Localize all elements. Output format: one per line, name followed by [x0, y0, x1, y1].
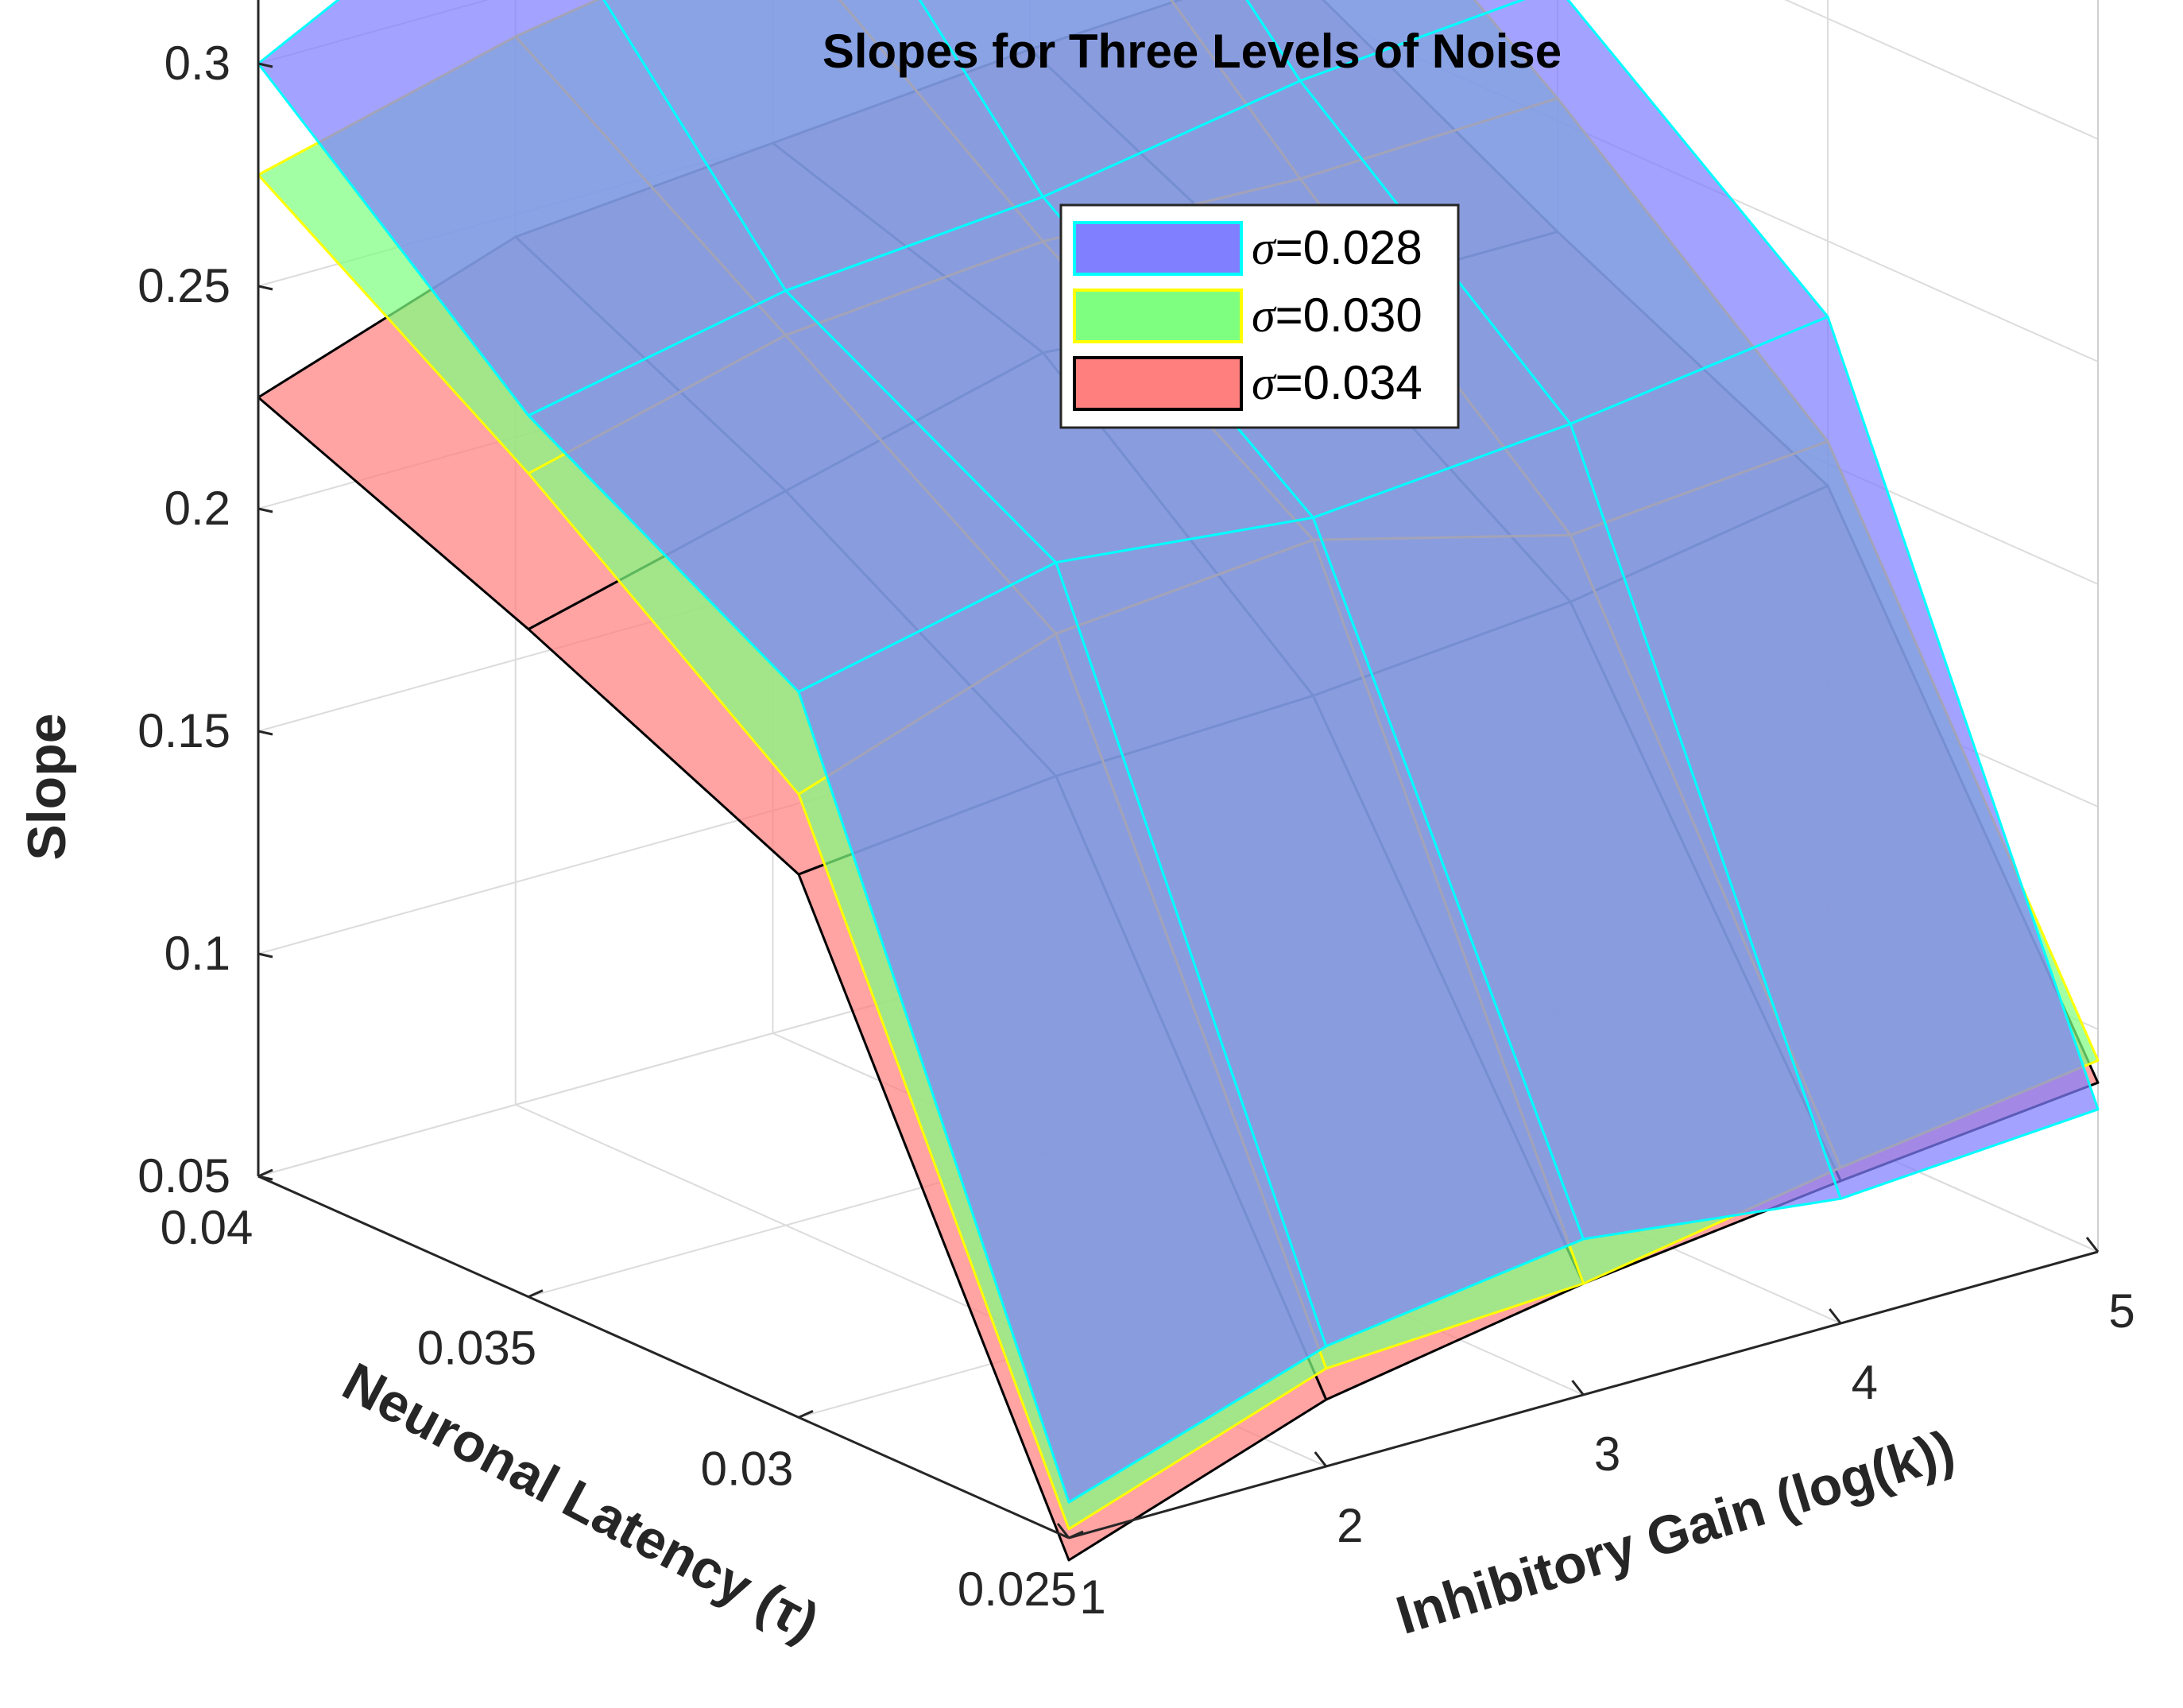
x-tick — [2085, 1237, 2100, 1253]
x-tick-label: 3 — [1594, 1427, 1620, 1481]
y-tick-label: 0.04 — [161, 1201, 254, 1254]
y-tick-label: 0.03 — [701, 1442, 794, 1495]
z-tick-label: 0.3 — [164, 37, 230, 90]
y-tick — [528, 1289, 544, 1299]
legend-swatch — [1073, 289, 1243, 343]
legend-label: σ=0.030 — [1252, 289, 1422, 342]
x-tick — [1829, 1308, 1842, 1324]
x-tick — [1314, 1451, 1327, 1467]
x-tick-label: 1 — [1079, 1571, 1105, 1624]
legend-swatch — [1073, 356, 1243, 411]
axes: 0.050.10.150.20.250.30.35123450.0250.030… — [137, 0, 2135, 1624]
y-tick — [257, 1168, 273, 1178]
z-tick-label: 0.25 — [137, 259, 230, 312]
z-tick-label: 0.1 — [164, 927, 230, 980]
legend-label: σ=0.034 — [1252, 356, 1422, 409]
legend-swatch — [1073, 221, 1243, 276]
x-tick-label: 4 — [1852, 1356, 1878, 1409]
z-tick — [257, 285, 273, 291]
z-tick-label: 0.15 — [137, 704, 230, 757]
z-tick — [257, 1175, 273, 1181]
z-tick-label: 0.2 — [164, 482, 230, 535]
grid-line — [1784, 0, 2099, 140]
y-axis-line — [257, 1175, 1070, 1540]
z-tick — [257, 952, 273, 959]
z-tick — [257, 62, 273, 68]
y-tick — [1068, 1530, 1084, 1540]
z-axis-label: Slope — [17, 713, 77, 860]
legend: σ=0.028 σ=0.030 σ=0.034 — [1059, 203, 1460, 429]
y-tick-label: 0.035 — [417, 1322, 536, 1375]
x-tick-label: 2 — [1337, 1499, 1363, 1552]
x-tick-label: 5 — [2108, 1284, 2135, 1338]
y-tick — [798, 1409, 814, 1419]
x-tick — [1056, 1523, 1070, 1539]
legend-label: σ=0.028 — [1252, 221, 1422, 274]
surfaces — [257, 0, 2100, 1562]
z-tick — [257, 730, 273, 736]
y-tick-label: 0.025 — [958, 1563, 1077, 1616]
z-tick-label: 0.05 — [137, 1149, 230, 1203]
x-axis-label: Inhibitory Gain (log(k)) — [1390, 1419, 1961, 1646]
x-tick — [1571, 1380, 1585, 1396]
chart-title: Slopes for Three Levels of Noise — [822, 25, 1562, 78]
z-tick — [257, 507, 273, 513]
surface-patch — [1569, 316, 2100, 1200]
